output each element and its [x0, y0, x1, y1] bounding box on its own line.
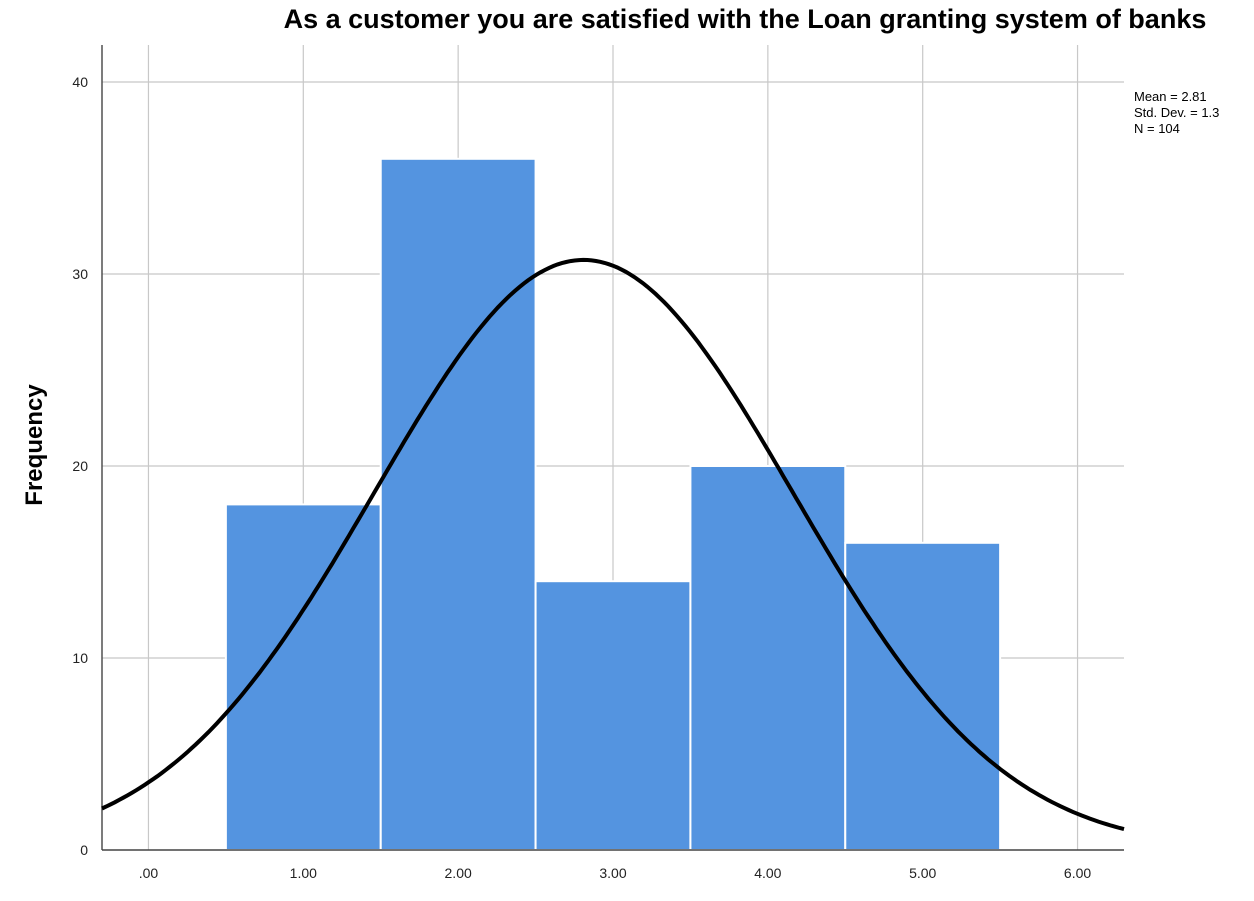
chart-title: As a customer you are satisfied with the… [284, 4, 1207, 34]
histogram-bar [689, 465, 847, 851]
x-tick-label: 2.00 [445, 865, 472, 881]
histogram-bar [534, 580, 692, 851]
x-tick-label: 5.00 [909, 865, 936, 881]
tick-labels: .00 1.00 2.00 3.00 4.00 5.00 6.00 0 10 20 30 40 [72, 74, 1091, 881]
y-axis-label: Frequency [21, 384, 48, 506]
y-tick-label: 0 [80, 842, 88, 858]
histogram-bar [224, 503, 382, 851]
histogram-bar [844, 541, 1002, 851]
x-tick-label: 1.00 [290, 865, 317, 881]
normal-curve-line [101, 257, 1125, 832]
x-tick-label: 6.00 [1064, 865, 1091, 881]
normal-curve [101, 257, 1125, 832]
stats-legend-line: Std. Dev. = 1.3 [1134, 105, 1219, 120]
stats-legend-line: Mean = 2.81 [1134, 89, 1207, 104]
stats-legend-line: N = 104 [1134, 121, 1180, 136]
x-tick-label: 3.00 [599, 865, 626, 881]
histogram-bar [379, 157, 537, 852]
axes [101, 45, 1124, 851]
x-tick-label: 4.00 [754, 865, 781, 881]
x-tick-label: .00 [139, 865, 159, 881]
y-tick-label: 40 [72, 74, 88, 90]
y-tick-label: 20 [72, 458, 88, 474]
y-tick-label: 10 [72, 650, 88, 666]
histogram-bars [224, 157, 1002, 852]
y-tick-label: 30 [72, 266, 88, 282]
